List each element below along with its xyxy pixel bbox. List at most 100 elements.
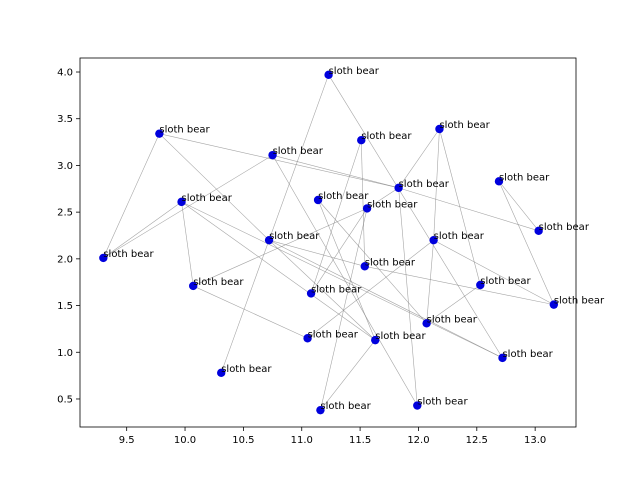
data-point <box>324 70 333 80</box>
data-point <box>429 235 438 245</box>
data-point <box>217 368 226 378</box>
edge-line <box>103 133 160 259</box>
data-point <box>99 253 108 263</box>
point-label: sloth bear <box>318 191 369 202</box>
edge-line <box>193 285 308 339</box>
y-tick-label: 2.5 <box>57 208 73 219</box>
x-axis: 9.5 10.0 10.5 11.0 11.5 12.0 12.5 13.0 <box>119 427 546 446</box>
edge-line <box>398 187 418 406</box>
edge-line <box>398 128 440 189</box>
point-label: sloth bear <box>320 401 371 412</box>
point-label: sloth bear <box>480 276 531 287</box>
data-point <box>313 195 323 205</box>
edge-line <box>307 239 434 339</box>
point-label: sloth bear <box>365 257 416 268</box>
edge-line <box>366 187 399 209</box>
y-axis: 0.5 1.0 1.5 2.0 2.5 3.0 3.5 4.0 <box>57 68 80 405</box>
edge-line <box>317 199 376 341</box>
point-label: sloth bear <box>361 131 412 142</box>
edge-line <box>426 240 434 324</box>
data-point <box>394 183 403 193</box>
y-tick-label: 2.0 <box>57 254 73 265</box>
x-tick-label: 12.0 <box>407 435 429 446</box>
point-label: sloth bear <box>308 329 359 340</box>
point-label: sloth bear <box>269 231 320 242</box>
plot-frame <box>79 57 577 428</box>
edge-line <box>398 187 539 232</box>
edge-line <box>272 155 418 406</box>
y-tick-label: 3.5 <box>57 114 73 125</box>
point-label: sloth bear <box>417 397 468 408</box>
edge-line <box>320 208 368 411</box>
edge-line <box>103 154 273 259</box>
edge-line <box>268 239 365 267</box>
point-label: sloth bear <box>375 331 426 342</box>
point-label: sloth bear <box>221 364 272 375</box>
edge-line <box>310 140 362 294</box>
edge-line <box>159 133 270 241</box>
edge-line <box>181 201 194 286</box>
point-label: sloth bear <box>427 314 478 325</box>
edge-line <box>193 208 368 287</box>
point-label: sloth bear <box>182 193 233 204</box>
y-tick-label: 4.0 <box>57 68 73 79</box>
data-point <box>360 262 369 271</box>
point-label: sloth bear <box>103 249 154 260</box>
data-point <box>357 136 366 145</box>
edge-line <box>181 201 503 359</box>
data-point <box>371 335 380 345</box>
edge-line <box>181 201 376 341</box>
edge-line <box>433 128 440 241</box>
data-point <box>549 300 559 309</box>
point-label: sloth bear <box>554 296 605 307</box>
edge-line <box>433 239 554 305</box>
edge-line <box>328 74 503 359</box>
edge-line <box>426 284 481 324</box>
point-label: sloth bear <box>439 120 490 131</box>
x-tick-label: 12.5 <box>466 435 488 446</box>
data-point <box>316 405 325 415</box>
x-tick-label: 13.0 <box>524 435 546 446</box>
edge-line <box>103 201 182 259</box>
point-label: sloth bear <box>434 231 485 242</box>
y-tick-label: 3.0 <box>57 161 73 172</box>
edge-line <box>159 133 399 189</box>
point-label: sloth bear <box>273 146 324 157</box>
point-label: sloth bear <box>159 125 210 136</box>
point-label: sloth bear <box>367 199 418 210</box>
data-point <box>189 281 198 291</box>
data-point <box>476 280 485 290</box>
points-layer <box>99 70 559 415</box>
data-point <box>268 150 277 160</box>
point-label: sloth bear <box>539 222 590 233</box>
data-point <box>422 319 431 328</box>
edge-line <box>498 181 539 232</box>
edge-line <box>360 140 366 267</box>
edge-line <box>272 154 399 189</box>
data-point <box>435 124 444 134</box>
edge-line <box>320 339 376 411</box>
y-tick-label: 1.0 <box>57 348 73 359</box>
data-point <box>303 334 312 343</box>
point-label: sloth bear <box>399 179 450 190</box>
x-tick-label: 11.0 <box>291 435 313 446</box>
y-tick-label: 0.5 <box>57 394 73 405</box>
data-point <box>177 197 186 207</box>
x-tick-label: 10.5 <box>232 435 254 446</box>
data-point <box>413 401 422 410</box>
point-label: sloth bear <box>329 66 380 77</box>
x-tick-label: 9.5 <box>119 435 135 446</box>
x-tick-label: 10.0 <box>174 435 196 446</box>
edge-line <box>268 239 376 341</box>
point-label: sloth bear <box>311 284 362 295</box>
edge-line <box>364 266 554 305</box>
x-tick-label: 11.5 <box>349 435 371 446</box>
edge-line <box>317 199 427 324</box>
data-point <box>494 177 504 186</box>
data-point <box>264 235 274 245</box>
data-point <box>155 129 164 138</box>
point-label: sloth bear <box>502 349 553 360</box>
